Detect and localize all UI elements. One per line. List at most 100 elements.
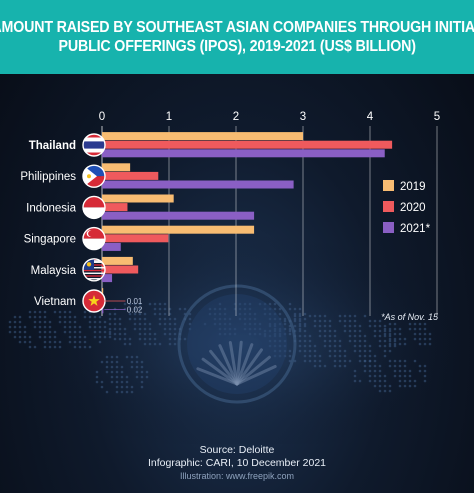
map-dot <box>243 307 247 311</box>
emblem-stalk <box>235 355 271 386</box>
emblem-disc <box>187 294 287 394</box>
map-dot <box>293 307 297 311</box>
emblem-stalk <box>209 349 239 386</box>
map-dot <box>393 322 397 326</box>
malaysia-flag-icon <box>82 258 106 282</box>
emblem-ring <box>177 284 297 404</box>
map-dot <box>110 380 114 384</box>
map-dot <box>83 335 87 339</box>
map-dot <box>418 327 422 331</box>
map-dot <box>53 330 57 334</box>
map-dot <box>238 317 242 321</box>
map-dot <box>63 310 67 314</box>
map-dot <box>393 369 397 373</box>
map-dot <box>348 324 352 328</box>
map-dot <box>263 312 267 316</box>
map-dot <box>413 337 417 341</box>
map-dot <box>378 334 382 338</box>
map-dot <box>378 344 382 348</box>
map-dot <box>298 349 302 353</box>
map-dot <box>78 335 82 339</box>
map-dot <box>100 360 104 364</box>
map-dot <box>303 344 307 348</box>
map-dot <box>313 349 317 353</box>
map-dot <box>318 364 322 368</box>
map-dot <box>48 345 52 349</box>
map-dot <box>130 355 134 359</box>
map-dot <box>173 337 177 341</box>
map-dot <box>263 334 267 338</box>
map-dot <box>288 302 292 306</box>
map-dot <box>188 322 192 326</box>
map-dot <box>258 332 262 336</box>
map-dot <box>388 329 392 333</box>
map-dot <box>68 340 72 344</box>
map-dot <box>278 344 282 348</box>
map-dot <box>288 354 292 358</box>
map-dot <box>78 325 82 329</box>
map-dot <box>108 335 112 339</box>
map-dot <box>223 317 227 321</box>
map-dot <box>323 319 327 323</box>
map-dot <box>253 322 257 326</box>
map-dot <box>105 370 109 374</box>
map-dot <box>238 307 242 311</box>
map-dot <box>263 329 267 333</box>
map-dot <box>163 317 167 321</box>
map-dot <box>140 380 144 384</box>
map-dot <box>213 322 217 326</box>
bar-indonesia-2019 <box>102 194 174 203</box>
map-dot <box>145 375 149 379</box>
map-dot <box>428 332 432 336</box>
map-dot <box>313 364 317 368</box>
map-dot <box>283 319 287 323</box>
map-dot <box>428 337 432 341</box>
map-dot <box>398 337 402 341</box>
map-dot <box>58 345 62 349</box>
map-dot <box>43 325 47 329</box>
map-dot <box>298 322 302 326</box>
bar-vietnam-2021 <box>102 305 104 314</box>
map-dot <box>358 359 362 363</box>
map-dot <box>115 380 119 384</box>
map-dot <box>95 375 99 379</box>
map-dot <box>8 325 12 329</box>
map-dot <box>373 384 377 388</box>
map-dot <box>133 322 137 326</box>
category-labels: Thailand Philippines Indonesia Singapore Mal… <box>20 140 76 308</box>
map-dot <box>378 339 382 343</box>
map-dot <box>68 315 72 319</box>
map-dot <box>418 322 422 326</box>
map-dot <box>233 327 237 331</box>
illustration-credit: Illustration: www.freepik.com <box>179 471 295 481</box>
map-dot <box>383 349 387 353</box>
map-dot <box>58 320 62 324</box>
map-dot <box>38 320 42 324</box>
map-dot <box>413 327 417 331</box>
map-dot <box>183 307 187 311</box>
map-dot <box>38 315 42 319</box>
map-dot <box>358 329 362 333</box>
map-dot <box>163 327 167 331</box>
map-dot <box>308 349 312 353</box>
map-dot <box>48 330 52 334</box>
map-dot <box>413 359 417 363</box>
map-dot <box>58 340 62 344</box>
map-dot <box>293 359 297 363</box>
bar-singapore-2019 <box>102 225 255 234</box>
map-dot <box>268 329 272 333</box>
map-dot <box>138 302 142 306</box>
data-labels: 0.010.02 <box>103 297 143 315</box>
map-dot <box>418 342 422 346</box>
map-dot <box>105 365 109 369</box>
emblem-stalk <box>196 367 239 386</box>
map-dot <box>308 314 312 318</box>
map-dot <box>263 332 267 336</box>
map-dot <box>53 340 57 344</box>
map-dot <box>48 325 52 329</box>
map-dot <box>145 370 149 374</box>
map-dot <box>423 327 427 331</box>
map-dot <box>383 339 387 343</box>
map-dot <box>393 374 397 378</box>
map-dot <box>358 339 362 343</box>
